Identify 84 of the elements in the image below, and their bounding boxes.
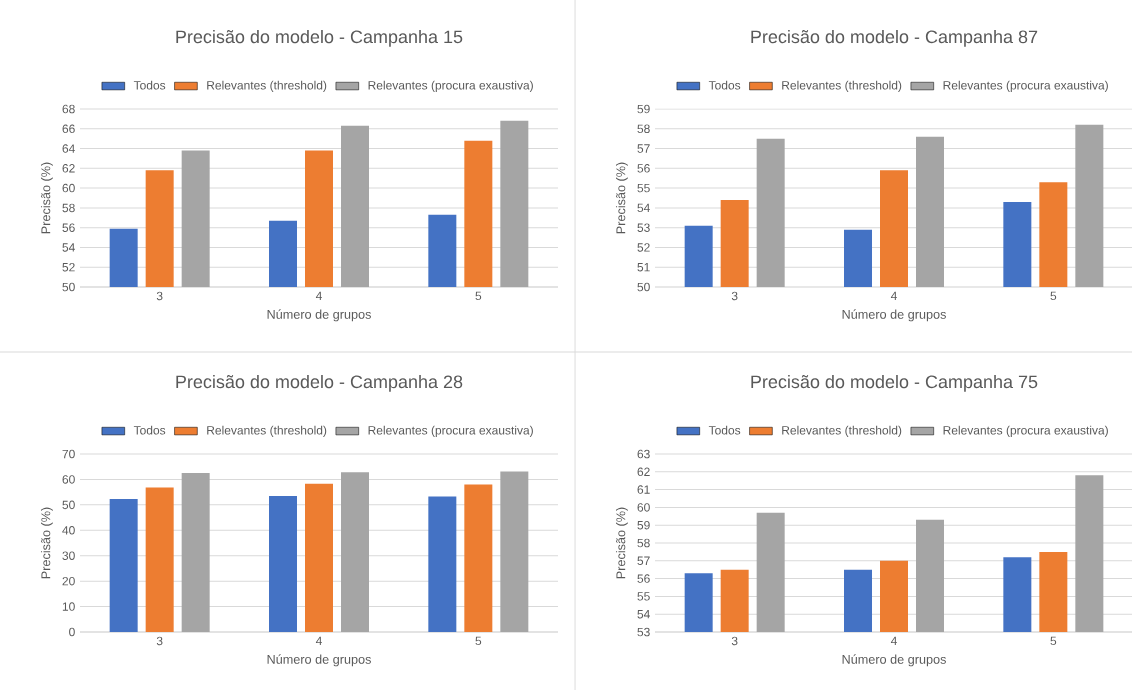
y-tick-label: 56 — [62, 223, 75, 232]
y-tick-label: 54 — [62, 243, 75, 252]
y-tick-label: 52 — [62, 262, 75, 272]
y-tick-label: 60 — [637, 503, 650, 512]
legend-label: Relevantes (procura exaustiva) — [943, 425, 1108, 437]
y-tick-label: 64 — [62, 144, 75, 153]
y-tick-label: 62 — [637, 467, 650, 477]
y-tick-label: 54 — [637, 610, 650, 619]
legend-label: Relevantes (procura exaustiva) — [368, 80, 533, 92]
legend-label: Relevantes (threshold) — [207, 80, 327, 92]
y-tick-label: 66 — [62, 124, 75, 134]
y-tick-label: 53 — [637, 223, 650, 232]
y-tick-label: 56 — [637, 574, 650, 583]
bar — [305, 483, 333, 633]
legend-label: Relevantes (threshold) — [782, 425, 902, 437]
y-tick-label: 50 — [637, 282, 650, 292]
y-tick-label: 63 — [637, 449, 650, 459]
x-tick-label: 5 — [475, 636, 482, 646]
legend-label: Todos — [708, 425, 741, 435]
x-tick-label: 4 — [315, 636, 322, 645]
y-tick-label: 57 — [637, 556, 650, 565]
x-tick-label: 4 — [315, 291, 322, 300]
x-axis-title: Número de grupos — [842, 654, 946, 667]
y-tick-label: 30 — [62, 551, 75, 560]
y-tick-label: 60 — [62, 475, 75, 484]
y-tick-label: 20 — [62, 576, 75, 586]
y-axis-title: Precisão (%) — [40, 162, 53, 234]
bar — [181, 473, 210, 633]
y-tick-label: 60 — [62, 183, 75, 193]
x-tick-label: 3 — [156, 636, 163, 646]
x-tick-label: 4 — [890, 291, 897, 300]
x-tick-label: 3 — [731, 291, 738, 301]
bar — [500, 471, 529, 633]
y-tick-label: 40 — [62, 526, 75, 535]
chart-title: Precisão do modelo - Campanha 87 — [751, 29, 1038, 47]
bar — [269, 495, 297, 633]
y-tick-label: 59 — [637, 104, 650, 114]
bar — [464, 484, 493, 633]
chart-title: Precisão do modelo - Campanha 28 — [176, 374, 463, 392]
legend-label: Relevantes (threshold) — [782, 80, 902, 92]
x-axis-title: Número de grupos — [842, 309, 946, 322]
x-tick-label: 5 — [475, 291, 482, 301]
x-tick-label: 3 — [156, 291, 163, 301]
y-tick-label: 56 — [637, 164, 650, 173]
y-tick-label: 53 — [637, 627, 650, 637]
y-tick-label: 55 — [637, 592, 650, 601]
y-tick-label: 50 — [62, 282, 75, 292]
y-tick-label: 0 — [69, 627, 75, 637]
x-axis-title: Número de grupos — [267, 309, 371, 322]
bar — [341, 472, 369, 633]
y-tick-label: 50 — [62, 500, 75, 510]
legend-label: Todos — [133, 80, 166, 90]
y-tick-label: 58 — [637, 538, 650, 548]
y-tick-label: 61 — [637, 485, 650, 494]
y-axis-title: Precisão (%) — [40, 507, 53, 579]
y-tick-label: 59 — [637, 520, 650, 530]
legend-label: Relevantes (procura exaustiva) — [368, 425, 533, 437]
legend-label: Todos — [133, 425, 166, 435]
y-tick-label: 51 — [637, 263, 650, 272]
y-tick-label: 58 — [637, 124, 650, 134]
x-tick-label: 5 — [1050, 291, 1057, 301]
y-tick-label: 52 — [637, 243, 650, 252]
bar — [428, 496, 457, 633]
chart-title: Precisão do modelo - Campanha 75 — [751, 374, 1038, 392]
chart-title: Precisão do modelo - Campanha 15 — [176, 29, 463, 47]
legend-label: Relevantes (procura exaustiva) — [943, 80, 1108, 92]
y-tick-label: 57 — [637, 144, 650, 153]
x-tick-label: 4 — [890, 636, 897, 645]
y-tick-label: 55 — [637, 183, 650, 193]
bar — [145, 487, 174, 633]
bar — [109, 499, 138, 633]
y-axis-title: Precisão (%) — [615, 162, 628, 234]
legend-label: Relevantes (threshold) — [207, 425, 327, 437]
y-tick-label: 70 — [62, 449, 75, 459]
x-axis-title: Número de grupos — [267, 654, 371, 667]
y-tick-label: 10 — [62, 602, 75, 611]
x-tick-label: 3 — [731, 636, 738, 646]
y-tick-label: 62 — [62, 164, 75, 173]
y-axis-title: Precisão (%) — [615, 507, 628, 579]
legend-label: Todos — [708, 80, 741, 90]
x-tick-label: 5 — [1050, 636, 1057, 646]
y-tick-label: 54 — [637, 203, 650, 213]
y-tick-label: 58 — [62, 203, 75, 213]
y-tick-label: 68 — [62, 104, 75, 114]
